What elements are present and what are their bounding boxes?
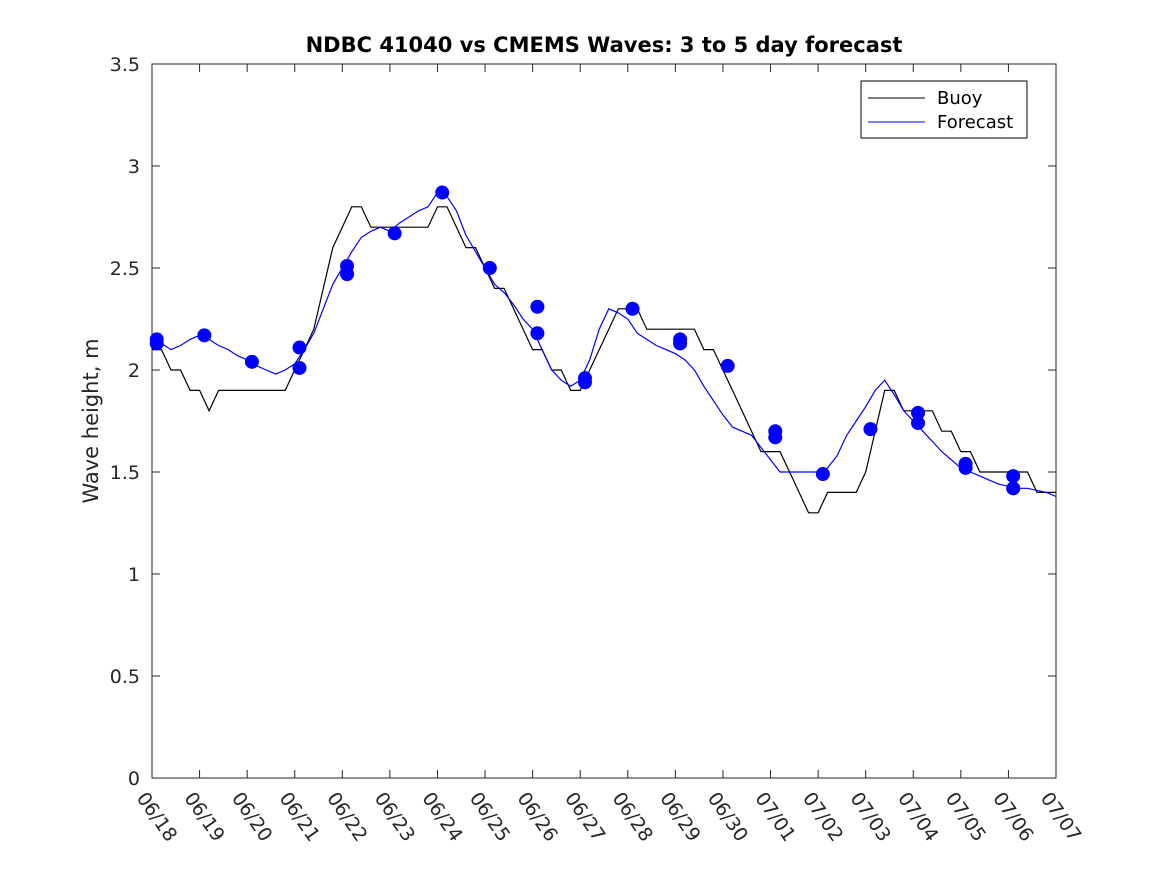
y-tick-label: 0 — [128, 768, 140, 790]
x-tick-label: 07/01 — [750, 788, 799, 845]
x-tick-label: 06/19 — [179, 788, 228, 845]
forecast-marker — [911, 405, 926, 420]
forecast-marker — [482, 261, 497, 275]
plot-frame — [151, 63, 1057, 779]
x-tick-label: 06/27 — [560, 788, 609, 845]
forecast-marker — [244, 354, 259, 369]
x-tick-label: 06/30 — [703, 788, 752, 845]
forecast-marker — [292, 340, 307, 355]
y-axis-label: Wave height, m — [79, 338, 103, 503]
x-tick-label: 07/04 — [893, 788, 942, 845]
forecast-marker — [197, 328, 212, 343]
forecast-marker — [530, 299, 545, 314]
forecast-marker — [292, 360, 307, 375]
forecast-marker — [435, 185, 450, 200]
forecast-marker — [863, 422, 878, 437]
x-tick-label: 07/03 — [846, 788, 895, 845]
x-tick-label: 06/28 — [608, 788, 657, 845]
forecast-marker — [577, 375, 592, 390]
y-tick-label: 1 — [128, 564, 140, 586]
x-tick-label: 06/18 — [132, 788, 181, 845]
forecast-marker — [720, 358, 735, 373]
x-tick-label: 07/05 — [941, 788, 990, 845]
legend-forecast-label: Forecast — [937, 112, 1013, 133]
forecast-marker — [815, 467, 830, 482]
forecast-marker — [1006, 481, 1021, 496]
forecast-marker — [625, 301, 640, 316]
forecast-marker — [387, 226, 402, 241]
y-tick-label: 0.5 — [110, 666, 140, 688]
x-tick-label: 07/02 — [798, 788, 847, 845]
forecast-marker — [673, 336, 688, 351]
y-tick-label: 3.5 — [110, 54, 140, 76]
x-tick-label: 06/21 — [275, 788, 324, 845]
forecast-marker — [911, 416, 926, 431]
x-tick-label: 06/25 — [465, 788, 514, 845]
forecast-marker — [340, 267, 355, 282]
x-tick-label: 06/20 — [227, 788, 276, 845]
forecast-marker — [149, 336, 164, 351]
forecast-marker — [530, 326, 545, 341]
y-tick-label: 1.5 — [110, 462, 140, 484]
forecast-marker — [768, 430, 783, 445]
legend-box — [860, 80, 1028, 139]
x-tick-label: 07/07 — [1036, 788, 1085, 845]
x-tick-label: 06/22 — [322, 788, 371, 845]
y-tick-label: 2.5 — [110, 258, 140, 280]
y-tick-label: 3 — [128, 156, 140, 178]
x-tick-label: 06/24 — [417, 788, 466, 845]
forecast-markers — [149, 185, 1021, 496]
y-tick-label: 2 — [128, 360, 140, 382]
x-tick-label: 06/26 — [513, 788, 562, 845]
x-tick-label: 07/06 — [988, 788, 1037, 845]
chart-title: NDBC 41040 vs CMEMS Waves: 3 to 5 day fo… — [306, 33, 903, 57]
y-axis: 0 0.5 1 1.5 2 2.5 3 3.5 — [110, 54, 1056, 790]
legend: Buoy Forecast — [860, 80, 1028, 139]
forecast-marker — [1006, 469, 1021, 484]
forecast-marker — [958, 460, 973, 475]
plot-area — [149, 63, 1057, 779]
x-tick-label: 06/23 — [370, 788, 419, 845]
x-tick-label: 06/29 — [655, 788, 704, 845]
legend-buoy-label: Buoy — [937, 88, 983, 109]
